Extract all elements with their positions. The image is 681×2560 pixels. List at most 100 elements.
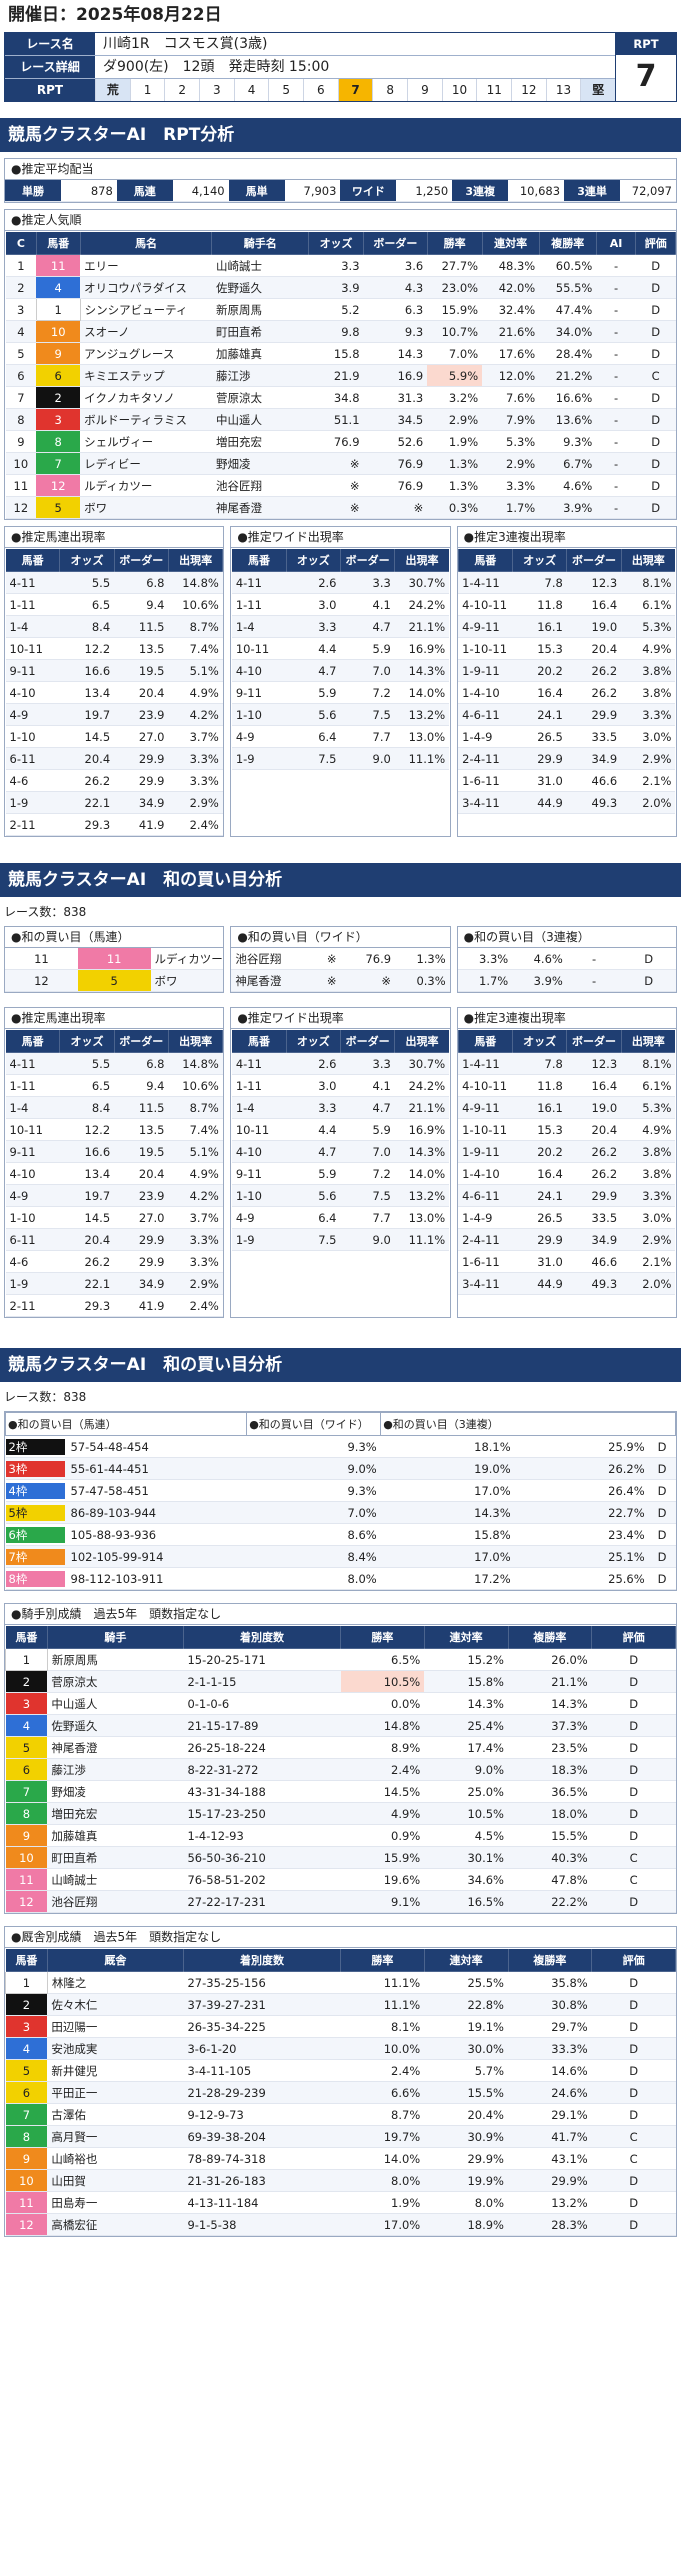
exp-row: 6-11 20.4 29.9 3.3% (5, 747, 223, 770)
jockey-horse-number: 2 (5, 1670, 48, 1693)
exp-cell: 16.4 (512, 1162, 567, 1185)
stable-place-rate: 24.6% (508, 2081, 592, 2104)
exp-cell: 4-10 (5, 1162, 60, 1185)
rank-cell: 7 (5, 386, 37, 409)
exp-cell: 8.7% (168, 615, 223, 638)
waku-row: 4枠 57-47-58-451 9.3% 17.0% 26.4% D (5, 1479, 676, 1502)
exp-row: 4-9 6.4 7.7 13.0% (231, 1206, 450, 1229)
quinella-rate-cell: 2.9% (482, 452, 540, 475)
exp-cell: 16.4 (512, 681, 567, 704)
section-title-wa-1: 競馬クラスターAI 和の買い目分析 (0, 863, 681, 897)
exp-cell: 3.3% (168, 1228, 223, 1251)
jockey-place-rate: 26.0% (508, 1648, 592, 1671)
wa-sanren-row: 1.7% 3.9% - D (457, 969, 676, 992)
jockey-record: 56-50-36-210 (183, 1846, 341, 1869)
exp-cell: 6-11 (5, 1228, 60, 1251)
popularity-title: ●推定人気順 (5, 210, 676, 231)
place-rate-cell: 21.2% (539, 364, 597, 387)
jockey-row: 3 中山遥人 0-1-0-6 0.0% 14.3% 14.3% D (5, 1692, 676, 1715)
payout-label: 3連単 (564, 180, 620, 202)
wide-panel-2: ●推定ワイド出現率 馬番 オッズ ボーダー 出現率 4-11 2.6 3.3 30.7% 1-11… (230, 1007, 451, 1318)
exp-cell: 16.4 (566, 1074, 622, 1097)
stable-quinella-rate: 19.1% (424, 2015, 508, 2038)
stable-record: 26-35-34-225 (183, 2015, 341, 2038)
waku-record: 102-105-99-914 (70, 1549, 164, 1564)
exp-cell: 1-4 (231, 615, 287, 638)
ai-cell: - (596, 430, 636, 453)
payout-row: 単勝 878 馬連 4,140 馬単 7,903 ワイド 1,250 3連複 10,683 3連単 7… (5, 180, 676, 202)
exp-header: 出現率 (620, 548, 676, 572)
exp-cell: 4-9-11 (458, 615, 513, 638)
umaren-title-2: ●推定馬連出現率 (5, 1008, 224, 1029)
wa-sanren-cell: D (621, 948, 676, 970)
exp-cell: 4.7 (340, 615, 395, 638)
exp-cell: 2.6 (286, 1052, 341, 1075)
exp-cell: 4-11 (5, 1052, 60, 1075)
win-rate-cell: 15.9% (427, 298, 483, 321)
stable-name: 高橋宏征 (47, 2213, 184, 2236)
popularity-header: ボーダー (363, 231, 428, 255)
exp-cell: 8.4 (59, 1096, 115, 1119)
jockey-cell: 佐野遥久 (211, 276, 309, 299)
wa-wide-cell: 76.9 (340, 948, 396, 970)
quinella-rate-cell: 48.3% (482, 254, 540, 277)
exp-row: 1-9 22.1 34.9 2.9% (5, 1272, 223, 1295)
evaluation-cell: C (635, 364, 676, 387)
waku-record: 98-112-103-911 (70, 1571, 164, 1586)
exp-cell: 4-11 (231, 571, 287, 594)
jockey-quinella-rate: 10.5% (424, 1802, 508, 1825)
place-rate-cell: 16.6% (539, 386, 597, 409)
stable-row: 12 高橋宏征 9-1-5-38 17.0% 18.9% 28.3% D (5, 2213, 676, 2236)
exp-cell: 4-9 (5, 1184, 60, 1207)
waku-combo-cell: 8枠 98-112-103-911 (5, 1567, 247, 1590)
rpt-scale-number: 1 (129, 79, 165, 101)
exp-cell: 1-9-11 (458, 659, 513, 682)
waku-head-umaren: ●和の買い目（馬連） (4, 1412, 248, 1436)
evaluation-cell: D (635, 496, 676, 519)
payout-label: 馬連 (116, 180, 173, 202)
exp-row: 1-10 14.5 27.0 3.7% (5, 1206, 223, 1229)
waku-label: 6枠 (5, 1526, 65, 1543)
stable-record: 9-1-5-38 (183, 2213, 341, 2236)
jockey-header: 連対率 (423, 1625, 509, 1649)
exp-cell: 4.2% (168, 703, 223, 726)
exp-cell: 2.4% (168, 1294, 223, 1317)
odds-cell: 3.3 (308, 254, 364, 277)
place-rate-cell: 55.5% (539, 276, 597, 299)
jockey-record: 26-25-18-224 (183, 1736, 341, 1759)
popularity-row: 6 6 キミエステップ 藤江渉 21.9 16.9 5.9% 12.0% 21.2% - C (5, 364, 676, 387)
stable-quinella-rate: 15.5% (424, 2081, 508, 2104)
exp-row: 4-10 4.7 7.0 14.3% (231, 1140, 450, 1163)
exp-cell: 4-11 (5, 571, 60, 594)
stable-row: 7 古澤佑 9-12-9-73 8.7% 20.4% 29.1% D (5, 2103, 676, 2126)
stable-name: 古澤佑 (47, 2103, 184, 2126)
exp-cell: 2-4-11 (458, 747, 513, 770)
exp-cell: 33.5 (566, 725, 622, 748)
stable-record: 78-89-74-318 (183, 2147, 341, 2170)
exp-cell: 4-10 (5, 681, 60, 704)
stable-win-rate: 19.7% (340, 2125, 425, 2148)
exp-cell: 27.0 (114, 1206, 169, 1229)
exp-cell: 22.1 (59, 1272, 115, 1295)
exp-row: 1-9 7.5 9.0 11.1% (231, 747, 450, 770)
exp-cell: 11.5 (114, 615, 169, 638)
exp-cell: 13.5 (114, 1118, 169, 1141)
popularity-row: 8 3 ボルドーティラミス 中山遥人 51.1 34.5 2.9% 7.9% 13.6% - D (5, 408, 676, 431)
exp-cell: 6.4 (286, 725, 341, 748)
waku-c: 26.4% (514, 1479, 649, 1502)
exp-row: 3-4-11 44.9 49.3 2.0% (458, 1272, 676, 1295)
border-cell: 9.3 (363, 320, 428, 343)
payout-value: 10,683 (508, 180, 565, 202)
exp-cell: 26.2 (59, 1250, 115, 1273)
stable-header: 連対率 (423, 1948, 509, 1972)
exp-row: 10-11 12.2 13.5 7.4% (5, 1118, 223, 1141)
exp-cell: 11.8 (512, 1074, 567, 1097)
jockey-win-rate: 19.6% (340, 1868, 425, 1891)
rank-cell: 5 (5, 342, 37, 365)
stable-horse-number: 6 (5, 2081, 48, 2104)
exp-cell: 1-4-10 (458, 1162, 513, 1185)
stable-place-rate: 41.7% (508, 2125, 592, 2148)
exp-cell: 16.6 (59, 1140, 115, 1163)
odds-cell: 3.9 (308, 276, 364, 299)
exp-cell: 5.9 (286, 1162, 341, 1185)
